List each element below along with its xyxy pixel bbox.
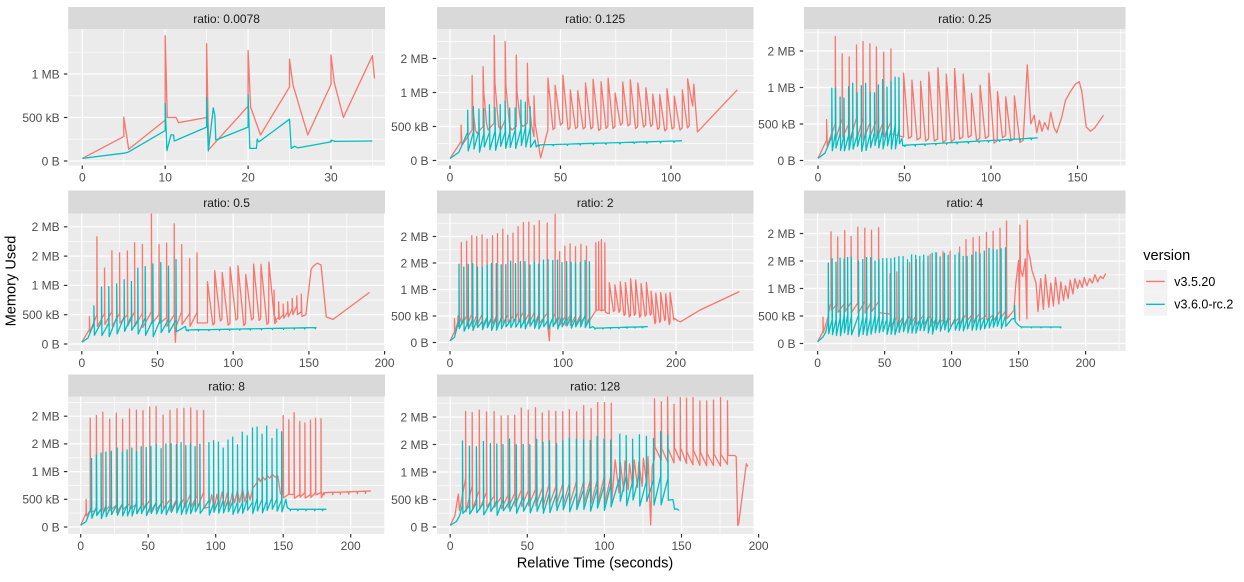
svg-text:500 kB: 500 kB [391,120,428,134]
svg-text:100: 100 [594,539,614,553]
svg-text:100: 100 [223,356,243,370]
svg-text:ratio: 0.0078: ratio: 0.0078 [193,12,260,26]
svg-text:ratio: 4: ratio: 4 [946,196,983,210]
svg-text:2 MB: 2 MB [400,410,428,424]
svg-text:ratio: 128: ratio: 128 [570,380,620,394]
svg-text:10: 10 [159,171,173,185]
svg-text:500 kB: 500 kB [391,493,428,507]
svg-text:50: 50 [142,539,156,553]
svg-text:ratio: 0.125: ratio: 0.125 [565,12,625,26]
svg-text:100: 100 [553,356,573,370]
svg-text:0: 0 [447,171,454,185]
svg-text:500 kB: 500 kB [758,117,795,131]
svg-text:500 kB: 500 kB [758,309,795,323]
svg-text:1 MB: 1 MB [400,465,428,479]
svg-text:2 MB: 2 MB [32,220,60,234]
svg-text:0 B: 0 B [410,154,428,168]
svg-text:0: 0 [447,539,454,553]
svg-text:v3.5.20: v3.5.20 [1174,275,1215,289]
svg-text:100: 100 [661,171,681,185]
svg-text:1 MB: 1 MB [400,86,428,100]
svg-text:1 MB: 1 MB [400,283,428,297]
svg-text:500 kB: 500 kB [22,493,59,507]
svg-text:ratio: 0.25: ratio: 0.25 [938,12,992,26]
svg-text:2 MB: 2 MB [400,256,428,270]
svg-text:50: 50 [151,356,165,370]
svg-text:100: 100 [981,171,1001,185]
svg-text:500 kB: 500 kB [22,111,59,125]
svg-text:100: 100 [206,539,226,553]
svg-text:2 MB: 2 MB [767,227,795,241]
svg-text:200: 200 [341,539,361,553]
svg-text:500 kB: 500 kB [22,308,59,322]
svg-text:0: 0 [79,171,86,185]
svg-text:2 MB: 2 MB [767,44,795,58]
svg-text:1 MB: 1 MB [32,465,60,479]
svg-text:150: 150 [1009,356,1029,370]
svg-text:0: 0 [814,356,821,370]
svg-text:0 B: 0 B [42,154,60,168]
svg-text:1 MB: 1 MB [32,279,60,293]
svg-text:0: 0 [815,171,822,185]
svg-text:0 B: 0 B [410,520,428,534]
svg-text:0 B: 0 B [410,336,428,350]
svg-text:200: 200 [749,539,769,553]
svg-text:1 MB: 1 MB [32,67,60,81]
svg-text:0: 0 [447,356,454,370]
svg-text:50: 50 [878,356,892,370]
svg-text:200: 200 [375,356,395,370]
svg-text:Relative Time (seconds): Relative Time (seconds) [517,556,674,572]
svg-text:50: 50 [554,171,568,185]
svg-text:ratio: 8: ratio: 8 [208,380,245,394]
svg-text:0 B: 0 B [42,520,60,534]
svg-text:100: 100 [942,356,962,370]
svg-text:200: 200 [666,356,686,370]
svg-text:150: 150 [299,356,319,370]
svg-text:0: 0 [78,356,85,370]
svg-text:150: 150 [671,539,691,553]
svg-text:2 MB: 2 MB [32,249,60,263]
svg-text:0 B: 0 B [777,154,795,168]
svg-text:2 MB: 2 MB [32,437,60,451]
svg-text:50: 50 [898,171,912,185]
svg-text:0 B: 0 B [42,337,60,351]
svg-text:150: 150 [273,539,293,553]
svg-text:0 B: 0 B [777,337,795,351]
svg-text:1 MB: 1 MB [767,81,795,95]
svg-text:v3.6.0-rc.2: v3.6.0-rc.2 [1174,298,1233,312]
svg-text:ratio: 2: ratio: 2 [577,196,614,210]
svg-text:200: 200 [1076,356,1096,370]
svg-text:50: 50 [521,539,535,553]
svg-text:version: version [1143,248,1190,264]
svg-text:2 MB: 2 MB [400,52,428,66]
svg-text:ratio: 0.5: ratio: 0.5 [203,196,250,210]
svg-text:Memory Used: Memory Used [4,236,20,327]
svg-text:150: 150 [1067,171,1087,185]
svg-text:2 MB: 2 MB [767,254,795,268]
svg-text:1 MB: 1 MB [767,282,795,296]
svg-text:20: 20 [241,171,255,185]
svg-text:2 MB: 2 MB [32,410,60,424]
svg-text:500 kB: 500 kB [391,309,428,323]
svg-text:30: 30 [324,171,338,185]
svg-text:2 MB: 2 MB [400,438,428,452]
svg-text:0: 0 [77,539,84,553]
svg-text:2 MB: 2 MB [400,230,428,244]
